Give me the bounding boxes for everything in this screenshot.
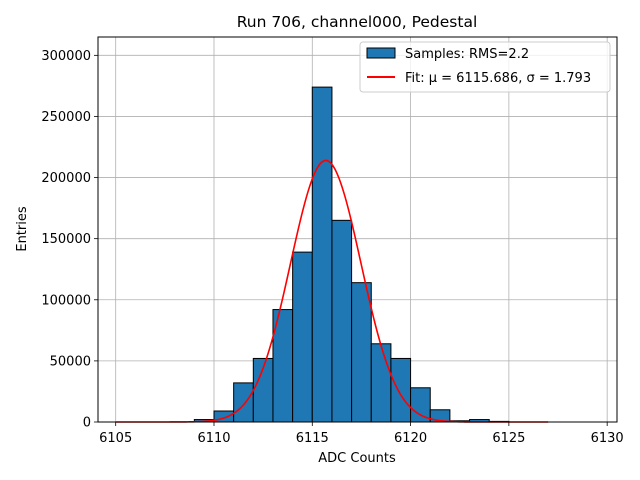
x-tick-label: 6115 — [296, 431, 329, 446]
histogram-bar — [311, 86, 333, 423]
histogram-bar — [410, 387, 431, 423]
histogram-bars — [193, 86, 510, 423]
y-tick-label: 300000 — [41, 49, 91, 64]
x-tick-label: 6105 — [99, 431, 132, 446]
legend-label-fit: Fit: μ = 6115.686, σ = 1.793 — [405, 71, 591, 86]
x-tick-label: 6125 — [492, 431, 525, 446]
histogram-bar — [331, 219, 353, 423]
y-tick-label: 100000 — [41, 293, 91, 308]
y-tick-label: 250000 — [41, 110, 91, 125]
plot-frame — [97, 36, 618, 423]
y-tick-label: 50000 — [50, 354, 91, 369]
histogram-bar — [390, 357, 412, 423]
histogram-bar — [292, 251, 313, 423]
histogram-bar — [233, 382, 254, 423]
x-tick-label: 6120 — [394, 431, 427, 446]
y-axis-label: Entries — [15, 206, 30, 252]
x-axis-ticks: 6105 6110 6115 6120 6125 6130 — [99, 422, 624, 446]
histogram-bar — [351, 282, 372, 423]
y-tick-label: 0 — [83, 416, 91, 431]
legend-swatch-histogram — [366, 47, 396, 59]
x-tick-label: 6110 — [197, 431, 230, 446]
chart-title: Run 706, channel000, Pedestal — [237, 13, 478, 31]
x-axis-label: ADC Counts — [318, 451, 396, 466]
y-axis-ticks: 0 50000 100000 150000 200000 250000 300000 — [41, 49, 98, 431]
legend-label-histogram: Samples: RMS=2.2 — [405, 47, 529, 62]
legend-box — [359, 41, 611, 93]
legend: Samples: RMS=2.2 Fit: μ = 6115.686, σ = … — [359, 41, 611, 93]
y-tick-label: 200000 — [41, 171, 91, 186]
histogram-bar — [370, 343, 392, 423]
x-tick-label: 6130 — [591, 431, 624, 446]
y-tick-label: 150000 — [41, 232, 91, 247]
